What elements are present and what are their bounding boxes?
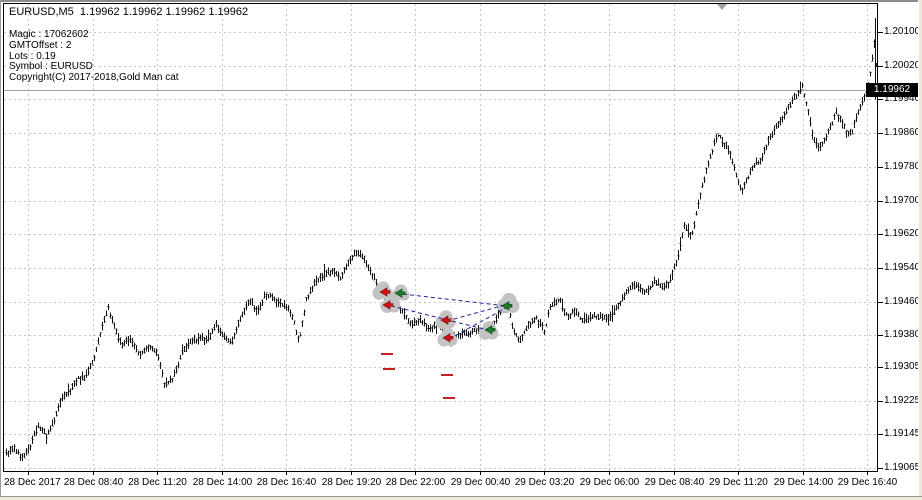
- price-axis-label: 1.20020: [884, 59, 921, 71]
- price-axis-label: 1.19380: [884, 329, 921, 341]
- time-axis-label: 28 Dec 2017: [4, 477, 61, 488]
- window-border-right-inner: [918, 0, 919, 500]
- window-border-top: [0, 0, 922, 2]
- price-axis-label: 1.19620: [884, 228, 921, 240]
- price-axis-label: 1.19225: [884, 394, 921, 406]
- chart-title-ohlc: EURUSD,M5 1.19962 1.19962 1.19962 1.1996…: [9, 6, 249, 18]
- time-axis-label: 29 Dec 06:00: [579, 477, 640, 488]
- time-scale[interactable]: 28 Dec 2017 28 Dec 08:40 28 Dec 11:20 28 De…: [0, 474, 897, 496]
- ea-comment-overlay: Magic : 17062602 GMTOffset : 2 Lots : 0.19…: [9, 29, 179, 84]
- time-axis-label: 29 Dec 08:40: [644, 477, 705, 488]
- price-axis-label: 1.19065: [884, 462, 921, 473]
- time-axis-label: 28 Dec 22:00: [385, 477, 446, 488]
- price-axis-label: 1.20100: [884, 26, 921, 37]
- price-axis-label: 1.19780: [884, 160, 921, 172]
- time-axis-label: 29 Dec 00:40: [450, 477, 511, 488]
- price-axis-label: 1.19460: [884, 295, 921, 307]
- time-axis-label: 29 Dec 16:40: [837, 477, 898, 488]
- chart-plot-area[interactable]: [3, 3, 878, 472]
- time-axis-label: 28 Dec 14:00: [192, 477, 253, 488]
- price-axis-label: 1.19700: [884, 194, 921, 206]
- price-axis-label: 1.19305: [884, 360, 921, 372]
- window-border-bottom: [0, 497, 922, 500]
- time-axis-label: 29 Dec 14:00: [773, 477, 834, 488]
- ea-comment-line: Lots : 0.19: [9, 50, 56, 62]
- buy-arrow-icon: [484, 325, 496, 335]
- price-axis-label: 1.19145: [884, 428, 921, 440]
- price-axis-label: 1.19860: [884, 127, 921, 139]
- chart-shift-marker-icon: [717, 4, 727, 10]
- time-axis-label: 28 Dec 16:40: [256, 477, 317, 488]
- price-axis-label: 1.19540: [884, 261, 921, 273]
- time-axis-label: 28 Dec 19:20: [321, 477, 382, 488]
- ea-comment-line: GMTOffset : 2: [9, 39, 72, 51]
- current-price-tag: 1.19962: [866, 83, 918, 98]
- ea-comment-line: Magic : 17062602: [9, 29, 89, 40]
- time-axis-label: 29 Dec 11:20: [709, 477, 768, 488]
- time-axis-label: 28 Dec 11:20: [128, 477, 187, 488]
- sell-arrow-icon: [379, 287, 391, 297]
- sell-arrow-icon: [440, 315, 452, 325]
- time-axis-label: 28 Dec 08:40: [63, 477, 124, 488]
- window-border-left: [0, 0, 1, 500]
- window-border-right: [919, 0, 922, 500]
- sell-arrow-icon: [382, 300, 394, 310]
- sell-arrow-icon: [442, 333, 454, 343]
- buy-arrow-icon: [501, 301, 513, 311]
- ea-comment-line: Symbol : EURUSD: [9, 61, 93, 73]
- price-scale[interactable]: 1.19962 1.20100 1.20020 1.19940 1.19860 1.19…: [866, 3, 921, 473]
- time-axis-label: 29 Dec 03:20: [514, 477, 575, 488]
- ea-comment-line: Copyright(C) 2017-2018,Gold Man cat: [9, 72, 179, 84]
- price-axis-label: 1.19940: [884, 93, 921, 105]
- window-border-bottom-inner: [0, 496, 922, 497]
- buy-arrow-icon: [394, 288, 406, 298]
